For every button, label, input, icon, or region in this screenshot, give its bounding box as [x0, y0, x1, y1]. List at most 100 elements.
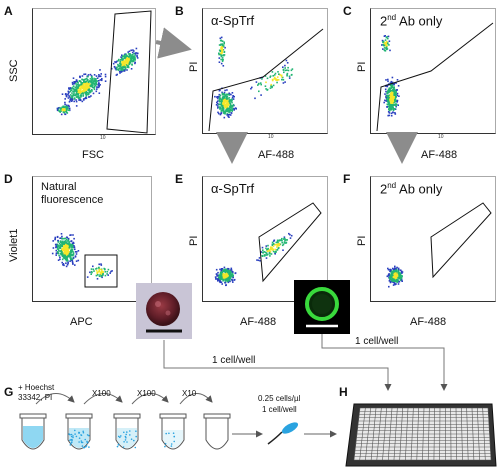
event-dot [386, 36, 388, 38]
event-dot [222, 274, 224, 277]
panel-letter-d: D [4, 172, 13, 186]
event-dot [97, 86, 100, 89]
event-dot [124, 67, 127, 70]
event-dot [72, 85, 75, 87]
event-dot [394, 103, 397, 105]
event-dot [56, 245, 59, 248]
event-dot [391, 272, 394, 274]
event-dot [70, 248, 73, 251]
event-dot [229, 280, 231, 283]
event-dot [72, 263, 74, 265]
event-dot [73, 82, 75, 85]
event-dot [65, 241, 67, 243]
event-dot [111, 270, 113, 272]
event-dot [278, 243, 280, 246]
scatter-c [376, 22, 494, 132]
event-dot [68, 96, 71, 98]
event-dot [230, 273, 233, 275]
event-dot [219, 37, 222, 40]
sort-label-left: 1 cell/well [212, 355, 256, 366]
event-dot [100, 73, 102, 75]
event-dot [135, 52, 138, 54]
event-dot [123, 61, 125, 64]
event-dot [76, 95, 79, 98]
plate-col-line [477, 407, 480, 461]
event-dot [272, 84, 275, 87]
event-dot [66, 242, 69, 245]
event-dot [395, 105, 397, 108]
event-dot [65, 108, 68, 110]
event-dot [61, 109, 63, 111]
event-dot [225, 270, 228, 273]
plate-col-line [393, 407, 398, 461]
event-dot [95, 269, 98, 272]
event-dot [217, 107, 219, 109]
event-dot [392, 108, 394, 111]
event-dot [397, 267, 400, 270]
plot-b [202, 8, 328, 134]
event-dot [221, 271, 223, 273]
event-dot [81, 82, 83, 84]
event-dot [228, 116, 230, 118]
event-dot [222, 102, 224, 104]
event-dot [399, 274, 402, 276]
event-dot [74, 97, 76, 99]
event-dot [95, 268, 97, 270]
event-dot [385, 43, 387, 45]
event-dot [129, 53, 131, 56]
event-dot [56, 248, 59, 250]
event-dot [390, 277, 392, 279]
event-dot [220, 46, 223, 48]
event-dot [107, 274, 109, 276]
event-dot [126, 54, 128, 57]
event-dot [69, 255, 72, 258]
event-dot [396, 92, 399, 95]
event-dot [62, 243, 64, 245]
event-dot [132, 49, 134, 51]
event-dot [74, 86, 77, 89]
cell-speck [69, 444, 72, 446]
event-dot [79, 90, 81, 92]
event-dot [75, 105, 78, 107]
title-f: 2nd Ab only [380, 181, 442, 196]
event-dot [67, 259, 69, 262]
event-dot [264, 85, 267, 87]
event-dot [391, 85, 393, 88]
event-dot [221, 268, 224, 270]
cell-speck [170, 445, 173, 447]
event-dot [69, 260, 71, 262]
event-dot [86, 92, 89, 94]
event-dot [74, 264, 76, 266]
event-dot [396, 94, 399, 97]
event-dot [232, 274, 234, 277]
event-dot [227, 268, 230, 270]
event-dot [125, 64, 128, 66]
event-dot [395, 82, 397, 84]
scatter-e [214, 202, 322, 287]
event-dot [88, 83, 91, 85]
event-dot [227, 281, 230, 284]
event-dot [221, 93, 224, 96]
event-dot [387, 268, 390, 271]
event-dot [398, 269, 400, 272]
cell-speck [78, 432, 80, 434]
event-dot [225, 98, 228, 100]
event-dot [383, 44, 386, 47]
event-dot [121, 62, 123, 64]
event-dot [119, 59, 122, 61]
event-dot [89, 271, 91, 274]
event-dot [219, 271, 222, 274]
event-dot [71, 81, 74, 84]
title-d-line2: fluorescence [41, 194, 104, 206]
event-dot [63, 243, 65, 246]
event-dot [100, 263, 102, 265]
event-dot [220, 109, 223, 112]
event-dot [89, 90, 92, 92]
event-dot [285, 59, 288, 62]
cell-speck [117, 443, 120, 446]
event-dot [68, 88, 70, 90]
event-dot [274, 244, 276, 246]
event-dot [68, 253, 70, 256]
event-dot [392, 96, 395, 99]
plate-col-line [482, 407, 486, 461]
